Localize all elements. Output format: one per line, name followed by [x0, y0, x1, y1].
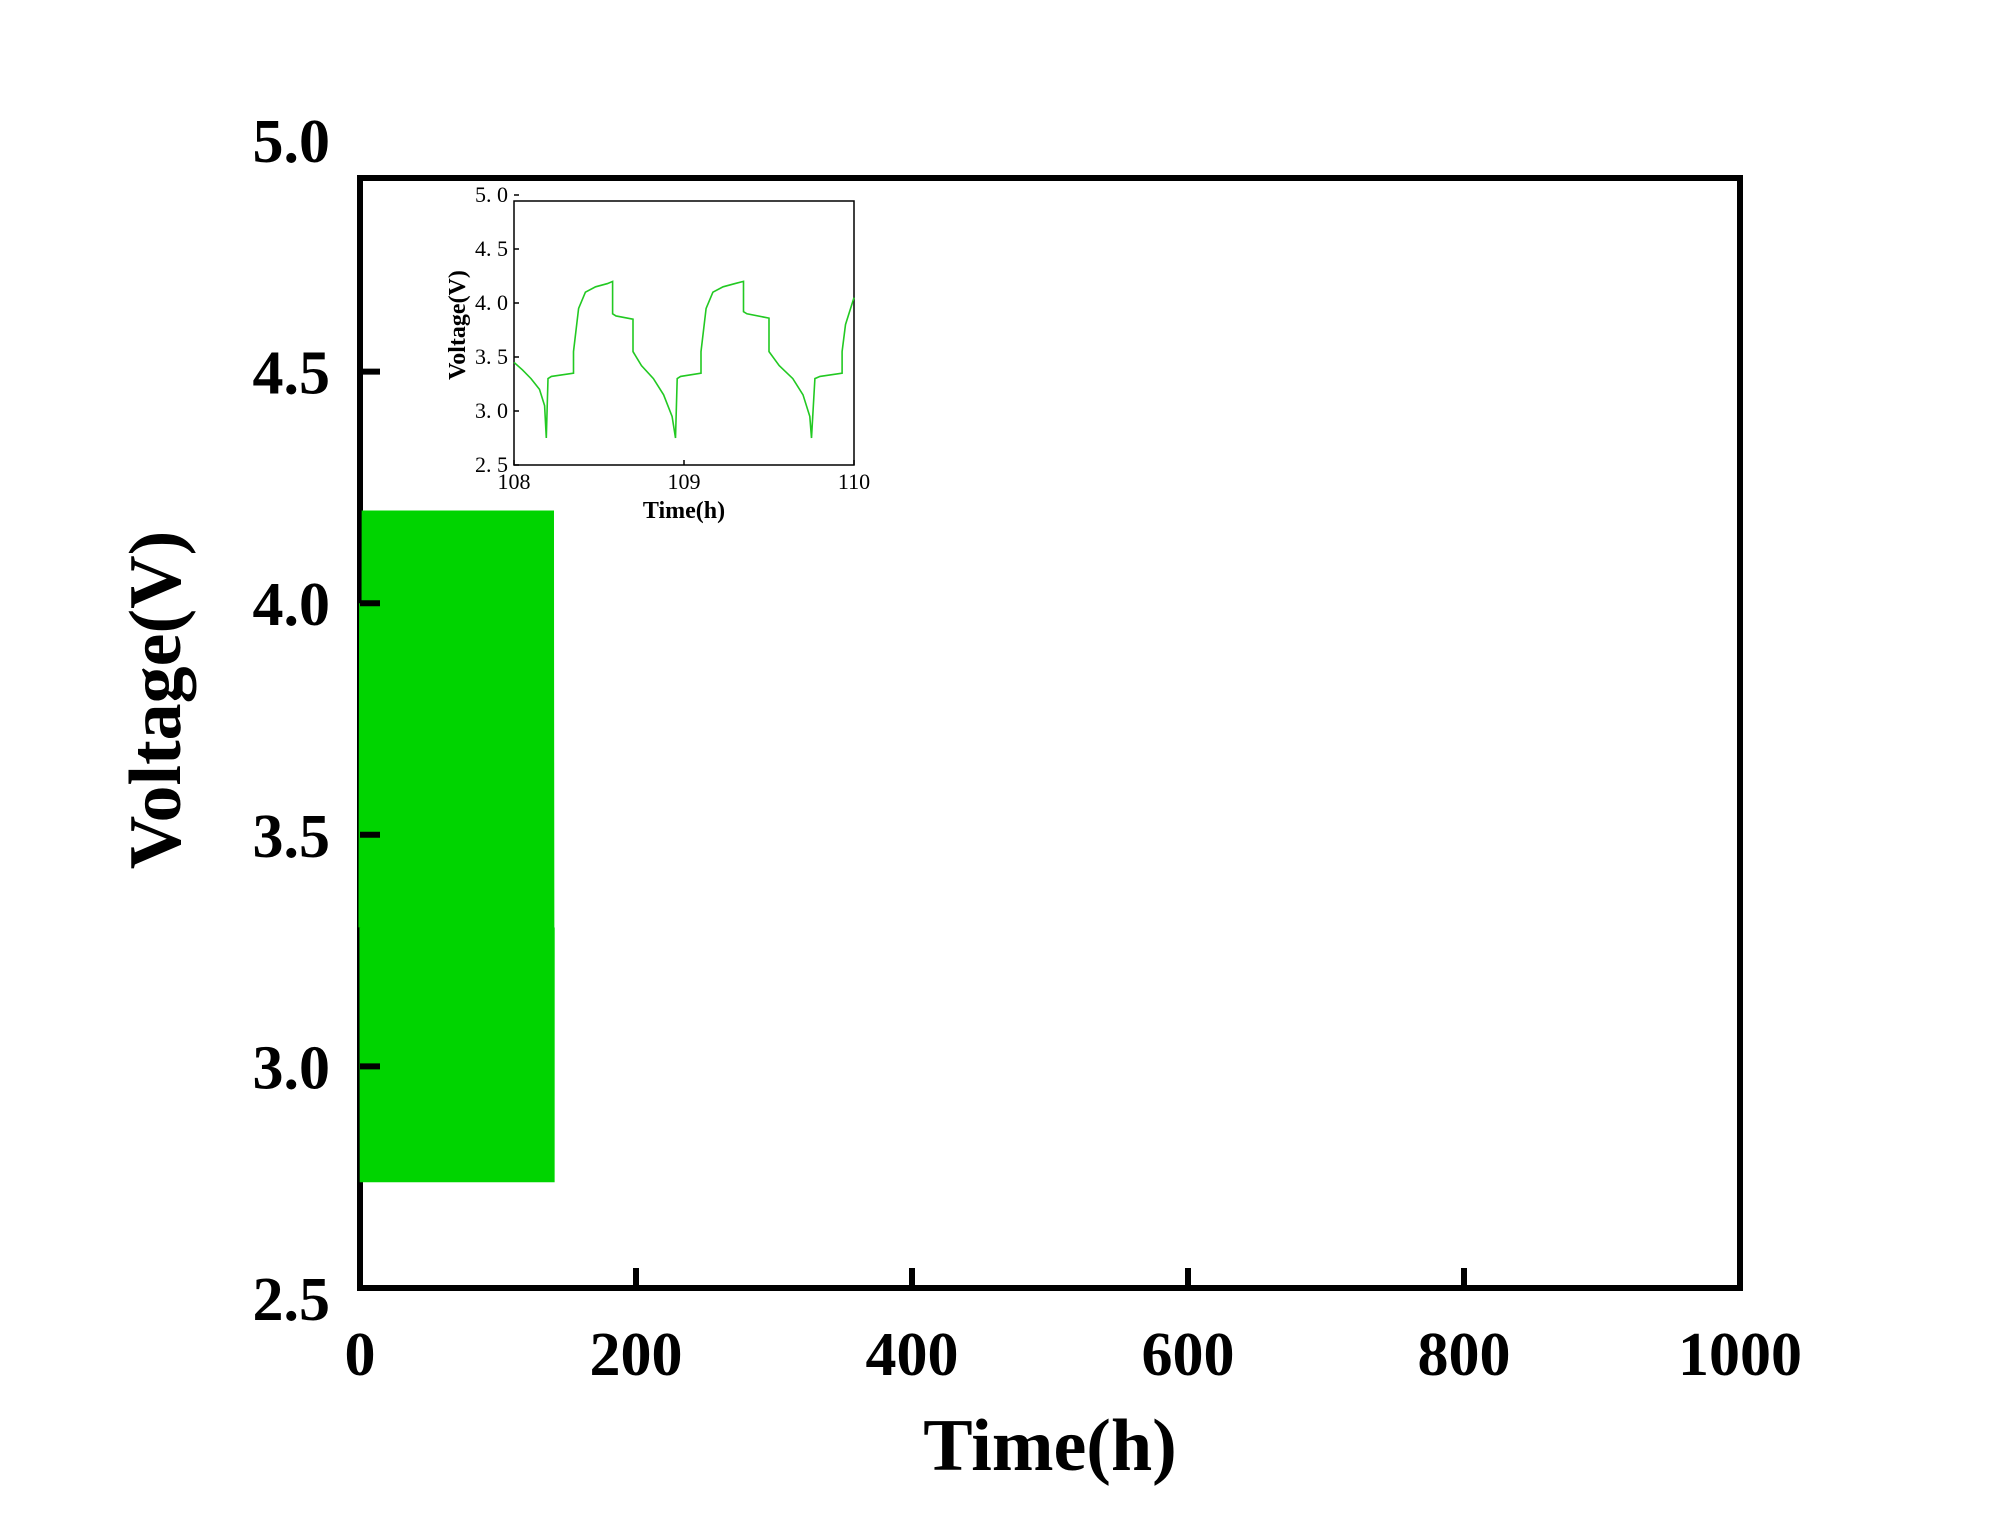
main-series-line [358, 510, 555, 1183]
main-x-ticks: 0 200 400 600 800 1000 [345, 1268, 1802, 1389]
inset-y-tick-label: 3. 0 [475, 398, 508, 423]
inset-y-ticks: 2. 5 3. 0 3. 5 4. 0 4. 5 5. 0 [475, 182, 519, 477]
inset-y-tick-label: 3. 5 [475, 344, 508, 369]
inset-y-tick-label: 5. 0 [475, 182, 508, 207]
main-y-tick-label: 5.0 [253, 108, 331, 176]
inset-x-tick-label: 109 [668, 469, 701, 494]
inset-x-tick-label: 110 [838, 469, 870, 494]
main-x-tick-label: 400 [866, 1321, 959, 1389]
inset-y-tick-label: 4. 5 [475, 236, 508, 261]
inset-plot-frame [513, 200, 855, 466]
main-y-tick-label: 4.0 [253, 571, 331, 639]
inset-y-tick-label: 2. 5 [475, 452, 508, 477]
main-voltage-series [358, 510, 555, 1183]
main-y-tick-label: 3.0 [253, 1034, 331, 1102]
inset-x-ticks: 108 109 110 [498, 460, 870, 494]
main-x-tick-label: 600 [1142, 1321, 1235, 1389]
inset-y-axis-label: Voltage(V) [445, 270, 471, 380]
main-x-tick-label: 1000 [1678, 1321, 1802, 1389]
main-y-ticks: 2.5 3.0 3.5 4.0 4.5 5.0 [253, 108, 380, 1334]
main-y-tick-label: 2.5 [253, 1266, 331, 1334]
main-x-tick-label: 200 [590, 1321, 683, 1389]
inset-x-tick-label: 108 [498, 469, 531, 494]
inset-series-line [513, 280, 855, 439]
main-y-tick-label: 4.5 [253, 340, 331, 408]
inset-chart: 108 109 110 2. 5 3. 0 3. 5 4. 0 4. 5 5. 0 Time(… [445, 182, 870, 524]
inset-x-axis-label: Time(h) [643, 498, 725, 524]
main-x-tick-label: 800 [1418, 1321, 1511, 1389]
main-x-tick-label: 0 [345, 1321, 376, 1389]
main-y-axis-label: Voltage(V) [115, 531, 197, 869]
inset-voltage-series [513, 280, 855, 439]
inset-y-tick-label: 4. 0 [475, 290, 508, 315]
main-y-tick-label: 3.5 [253, 803, 331, 871]
main-x-axis-label: Time(h) [923, 1405, 1177, 1487]
